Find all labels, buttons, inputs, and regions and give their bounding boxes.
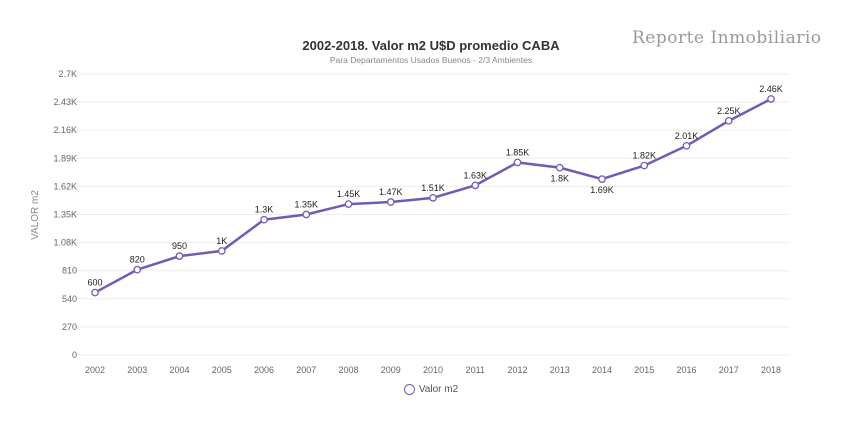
- data-point[interactable]: [260, 215, 268, 224]
- legend-marker-icon: [403, 384, 415, 395]
- x-tick-label: 2013: [550, 365, 570, 375]
- y-tick-label: 810: [62, 266, 77, 276]
- data-label: 1K: [216, 236, 227, 246]
- legend-label: Valor m2: [418, 384, 459, 396]
- x-tick-label: 2004: [169, 365, 189, 375]
- x-tick-label: 2005: [212, 365, 232, 375]
- data-label: 2.25K: [717, 106, 741, 116]
- data-point[interactable]: [91, 288, 99, 297]
- data-point[interactable]: [598, 175, 606, 183]
- y-axis-label: VALOR m2: [30, 190, 41, 240]
- y-tick-label: 540: [62, 294, 77, 304]
- y-tick-label: 2.43K: [53, 97, 77, 107]
- y-tick-label: 2.7K: [58, 69, 77, 79]
- x-tick-label: 2006: [254, 365, 274, 375]
- chart-subtitle: Para Departamentos Usados Buenos - 2/3 A…: [329, 55, 533, 65]
- data-label: 1.63K: [463, 170, 487, 180]
- data-point[interactable]: [471, 181, 480, 190]
- x-tick-label: 2003: [127, 365, 147, 375]
- brand-logo: Reporte Inmobiliario: [632, 28, 822, 48]
- data-point[interactable]: [133, 265, 142, 274]
- y-tick-label: 1.62K: [53, 181, 77, 191]
- y-tick-label: 1.08K: [53, 238, 77, 248]
- x-tick-label: 2008: [338, 365, 358, 375]
- data-point[interactable]: [344, 200, 353, 208]
- data-point[interactable]: [724, 116, 733, 125]
- data-point[interactable]: [682, 141, 691, 150]
- x-tick-label: 2011: [466, 365, 485, 375]
- data-point[interactable]: [429, 193, 437, 202]
- data-label: 2.46K: [759, 84, 783, 94]
- x-tick-label: 2017: [719, 365, 739, 375]
- data-label: 1.3K: [255, 205, 274, 215]
- data-point[interactable]: [640, 161, 649, 170]
- y-tick-label: 1.35K: [53, 210, 77, 220]
- data-point[interactable]: [386, 198, 395, 206]
- data-point[interactable]: [175, 252, 184, 260]
- data-label: 1.47K: [379, 187, 403, 197]
- data-label: 1.8K: [550, 174, 569, 184]
- x-tick-label: 2007: [296, 365, 316, 375]
- legend-item[interactable]: Valor m2: [0, 384, 862, 395]
- data-label: 1.82K: [632, 151, 656, 161]
- y-tick-label: 270: [62, 322, 77, 332]
- x-tick-label: 2009: [381, 365, 401, 375]
- data-label: 1.35K: [294, 200, 318, 210]
- chart-title: 2002-2018. Valor m2 U$D promedio CABA: [302, 38, 560, 53]
- y-tick-label: 1.89K: [53, 153, 77, 163]
- data-point[interactable]: [302, 210, 311, 219]
- data-label: 2.01K: [675, 131, 699, 141]
- data-label: 600: [87, 278, 102, 288]
- data-point[interactable]: [555, 163, 564, 172]
- data-point[interactable]: [767, 95, 775, 103]
- data-label: 1.45K: [337, 189, 361, 199]
- data-point[interactable]: [513, 158, 522, 167]
- data-label: 820: [130, 255, 145, 265]
- data-label: 1.51K: [421, 183, 445, 193]
- data-label: 950: [172, 241, 187, 251]
- data-label: 1.85K: [506, 147, 530, 157]
- x-tick-label: 2012: [507, 365, 527, 375]
- y-tick-label: 2.16K: [53, 125, 77, 135]
- x-tick-label: 2002: [85, 365, 105, 375]
- data-point[interactable]: [217, 247, 226, 255]
- x-tick-label: 2010: [423, 365, 443, 375]
- x-tick-label: 2014: [592, 365, 612, 375]
- x-tick-label: 2015: [634, 365, 654, 375]
- x-tick-label: 2018: [761, 365, 781, 375]
- data-label: 1.69K: [590, 185, 614, 195]
- x-tick-label: 2016: [676, 365, 696, 375]
- y-tick-label: 0: [72, 350, 77, 360]
